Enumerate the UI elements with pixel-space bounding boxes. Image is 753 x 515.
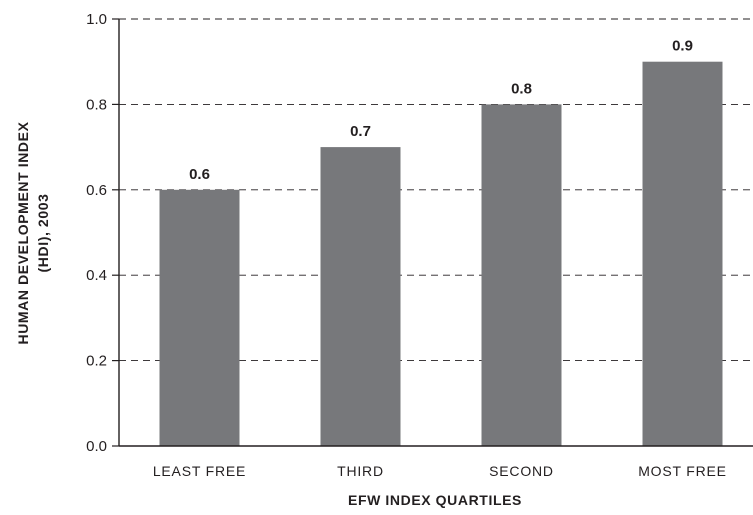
y-tick-label: 1.0	[86, 11, 107, 28]
bar-data-label: 0.8	[511, 80, 532, 97]
x-tick-label: LEAST FREE	[153, 463, 246, 479]
bar-data-label: 0.9	[672, 38, 693, 55]
y-tick-label: 0.2	[86, 353, 107, 370]
bar	[320, 147, 401, 446]
axes	[112, 18, 753, 447]
bar-data-label: 0.7	[350, 123, 371, 140]
y-axis-label-line-1: HUMAN DEVELOPMENT INDEX	[15, 121, 31, 344]
x-tick-label: SECOND	[489, 463, 554, 479]
y-tick-label: 0.0	[86, 438, 107, 455]
bar-data-label: 0.6	[189, 166, 210, 183]
data-labels: 0.6 0.7 0.8 0.9	[189, 38, 693, 183]
y-tick-label: 0.4	[86, 267, 107, 284]
y-tick-labels: 0.0 0.2 0.4 0.6 0.8 1.0	[86, 11, 107, 455]
y-tick-label: 0.6	[86, 182, 107, 199]
y-axis-label-line-2: (HDI), 2003	[35, 194, 51, 273]
y-tick-label: 0.8	[86, 96, 107, 113]
bar	[159, 189, 240, 447]
x-tick-label: THIRD	[337, 463, 384, 479]
bars	[159, 61, 723, 447]
x-tick-labels: LEAST FREE THIRD SECOND MOST FREE	[153, 463, 727, 479]
x-tick-label: MOST FREE	[638, 463, 727, 479]
x-axis-label: EFW INDEX QUARTILES	[348, 492, 522, 508]
bar	[481, 104, 562, 447]
bar	[642, 61, 723, 446]
